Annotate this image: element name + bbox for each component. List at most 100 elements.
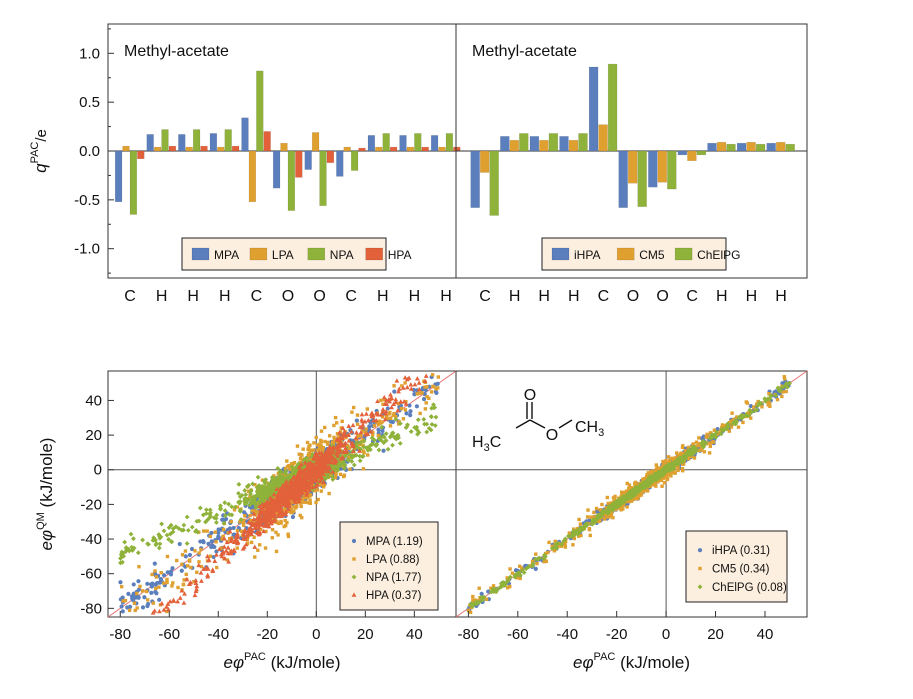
point-hpa bbox=[298, 476, 304, 481]
point-lpa bbox=[285, 459, 289, 463]
point-hpa bbox=[302, 460, 308, 465]
point-mpa bbox=[231, 525, 236, 531]
point-cm5 bbox=[576, 534, 581, 538]
point-npa bbox=[269, 474, 275, 480]
point-hpa bbox=[235, 540, 240, 546]
point-hpa bbox=[184, 576, 190, 582]
category-label: H bbox=[716, 288, 728, 305]
bar-chelpg bbox=[548, 133, 559, 152]
point-npa bbox=[120, 559, 125, 565]
point-hpa bbox=[212, 558, 218, 563]
point-hpa bbox=[313, 483, 319, 489]
point-cm5 bbox=[600, 502, 604, 507]
point-hpa bbox=[312, 478, 318, 483]
bar-ihpa bbox=[648, 150, 658, 188]
point-cm5 bbox=[619, 508, 623, 512]
legend-label: HPA (0.37) bbox=[366, 590, 422, 602]
point-cm5 bbox=[660, 484, 664, 488]
point-hpa bbox=[308, 460, 314, 465]
point-mpa bbox=[129, 594, 135, 599]
point-mpa bbox=[216, 530, 221, 536]
legend-label: MPA (1.19) bbox=[366, 536, 423, 548]
bar-chelpg bbox=[667, 150, 677, 190]
bar-lpa bbox=[375, 146, 383, 152]
point-cm5 bbox=[625, 505, 629, 509]
point-hpa bbox=[268, 509, 273, 514]
point-cm5 bbox=[556, 544, 560, 549]
point-hpa bbox=[241, 532, 247, 537]
point-cm5 bbox=[567, 531, 572, 535]
point-npa bbox=[403, 425, 409, 431]
category-label: C bbox=[345, 288, 357, 305]
point-hpa bbox=[307, 479, 313, 484]
point-hpa bbox=[290, 475, 296, 480]
point-npa bbox=[277, 476, 283, 482]
point-lpa bbox=[403, 381, 407, 385]
point-hpa bbox=[333, 458, 339, 463]
point-cm5 bbox=[639, 493, 643, 497]
point-lpa bbox=[252, 535, 256, 539]
point-lpa bbox=[322, 483, 327, 487]
bar-ihpa bbox=[588, 66, 599, 152]
point-lpa bbox=[276, 533, 280, 537]
point-hpa bbox=[257, 503, 263, 508]
point-npa bbox=[261, 484, 267, 490]
point-lpa bbox=[253, 509, 257, 513]
point-hpa bbox=[381, 394, 387, 400]
point-npa bbox=[218, 503, 223, 509]
point-cm5 bbox=[670, 456, 674, 460]
point-npa bbox=[203, 511, 209, 516]
point-lpa bbox=[391, 413, 396, 418]
point-hpa bbox=[393, 399, 399, 405]
point-lpa bbox=[316, 448, 320, 452]
point-mpa bbox=[179, 568, 184, 573]
point-mpa bbox=[388, 419, 394, 424]
point-hpa bbox=[337, 440, 343, 445]
point-cm5 bbox=[667, 472, 672, 476]
point-hpa bbox=[229, 548, 234, 553]
point-lpa bbox=[165, 580, 169, 585]
point-npa bbox=[387, 434, 393, 440]
point-lpa bbox=[186, 564, 190, 568]
y-axis-label-main: q bbox=[31, 163, 50, 173]
point-npa bbox=[207, 511, 213, 517]
point-npa bbox=[428, 414, 434, 419]
point-lpa bbox=[311, 448, 316, 452]
bar-chelpg bbox=[637, 150, 647, 207]
point-cm5 bbox=[692, 456, 697, 460]
point-hpa bbox=[223, 548, 229, 553]
point-lpa bbox=[429, 390, 434, 394]
point-cm5 bbox=[609, 513, 614, 517]
point-npa bbox=[379, 424, 385, 430]
bar-mpa bbox=[336, 150, 344, 177]
point-lpa bbox=[239, 529, 244, 534]
point-lpa bbox=[307, 494, 312, 498]
point-lpa bbox=[248, 513, 252, 518]
point-lpa bbox=[434, 387, 438, 391]
point-lpa bbox=[308, 501, 313, 505]
point-lpa bbox=[182, 578, 186, 582]
point-hpa bbox=[358, 430, 364, 435]
point-lpa bbox=[336, 435, 340, 439]
point-hpa bbox=[206, 557, 212, 562]
point-lpa bbox=[162, 581, 166, 585]
legend: MPA LPA NPA HPA bbox=[181, 237, 411, 271]
point-hpa bbox=[177, 595, 183, 600]
point-hpa bbox=[396, 386, 402, 391]
point-mpa bbox=[380, 428, 385, 434]
point-npa bbox=[256, 483, 262, 489]
point-cm5 bbox=[683, 449, 688, 453]
point-npa bbox=[393, 436, 399, 442]
point-lpa bbox=[423, 407, 428, 411]
point-cm5 bbox=[510, 571, 515, 575]
point-npa bbox=[345, 457, 351, 463]
point-hpa bbox=[285, 503, 291, 508]
point-lpa bbox=[238, 520, 242, 524]
point-npa bbox=[232, 504, 238, 510]
point-npa bbox=[422, 421, 427, 427]
point-lpa bbox=[431, 384, 435, 389]
point-cm5 bbox=[676, 468, 680, 473]
point-hpa bbox=[343, 445, 348, 451]
point-npa bbox=[368, 447, 373, 452]
